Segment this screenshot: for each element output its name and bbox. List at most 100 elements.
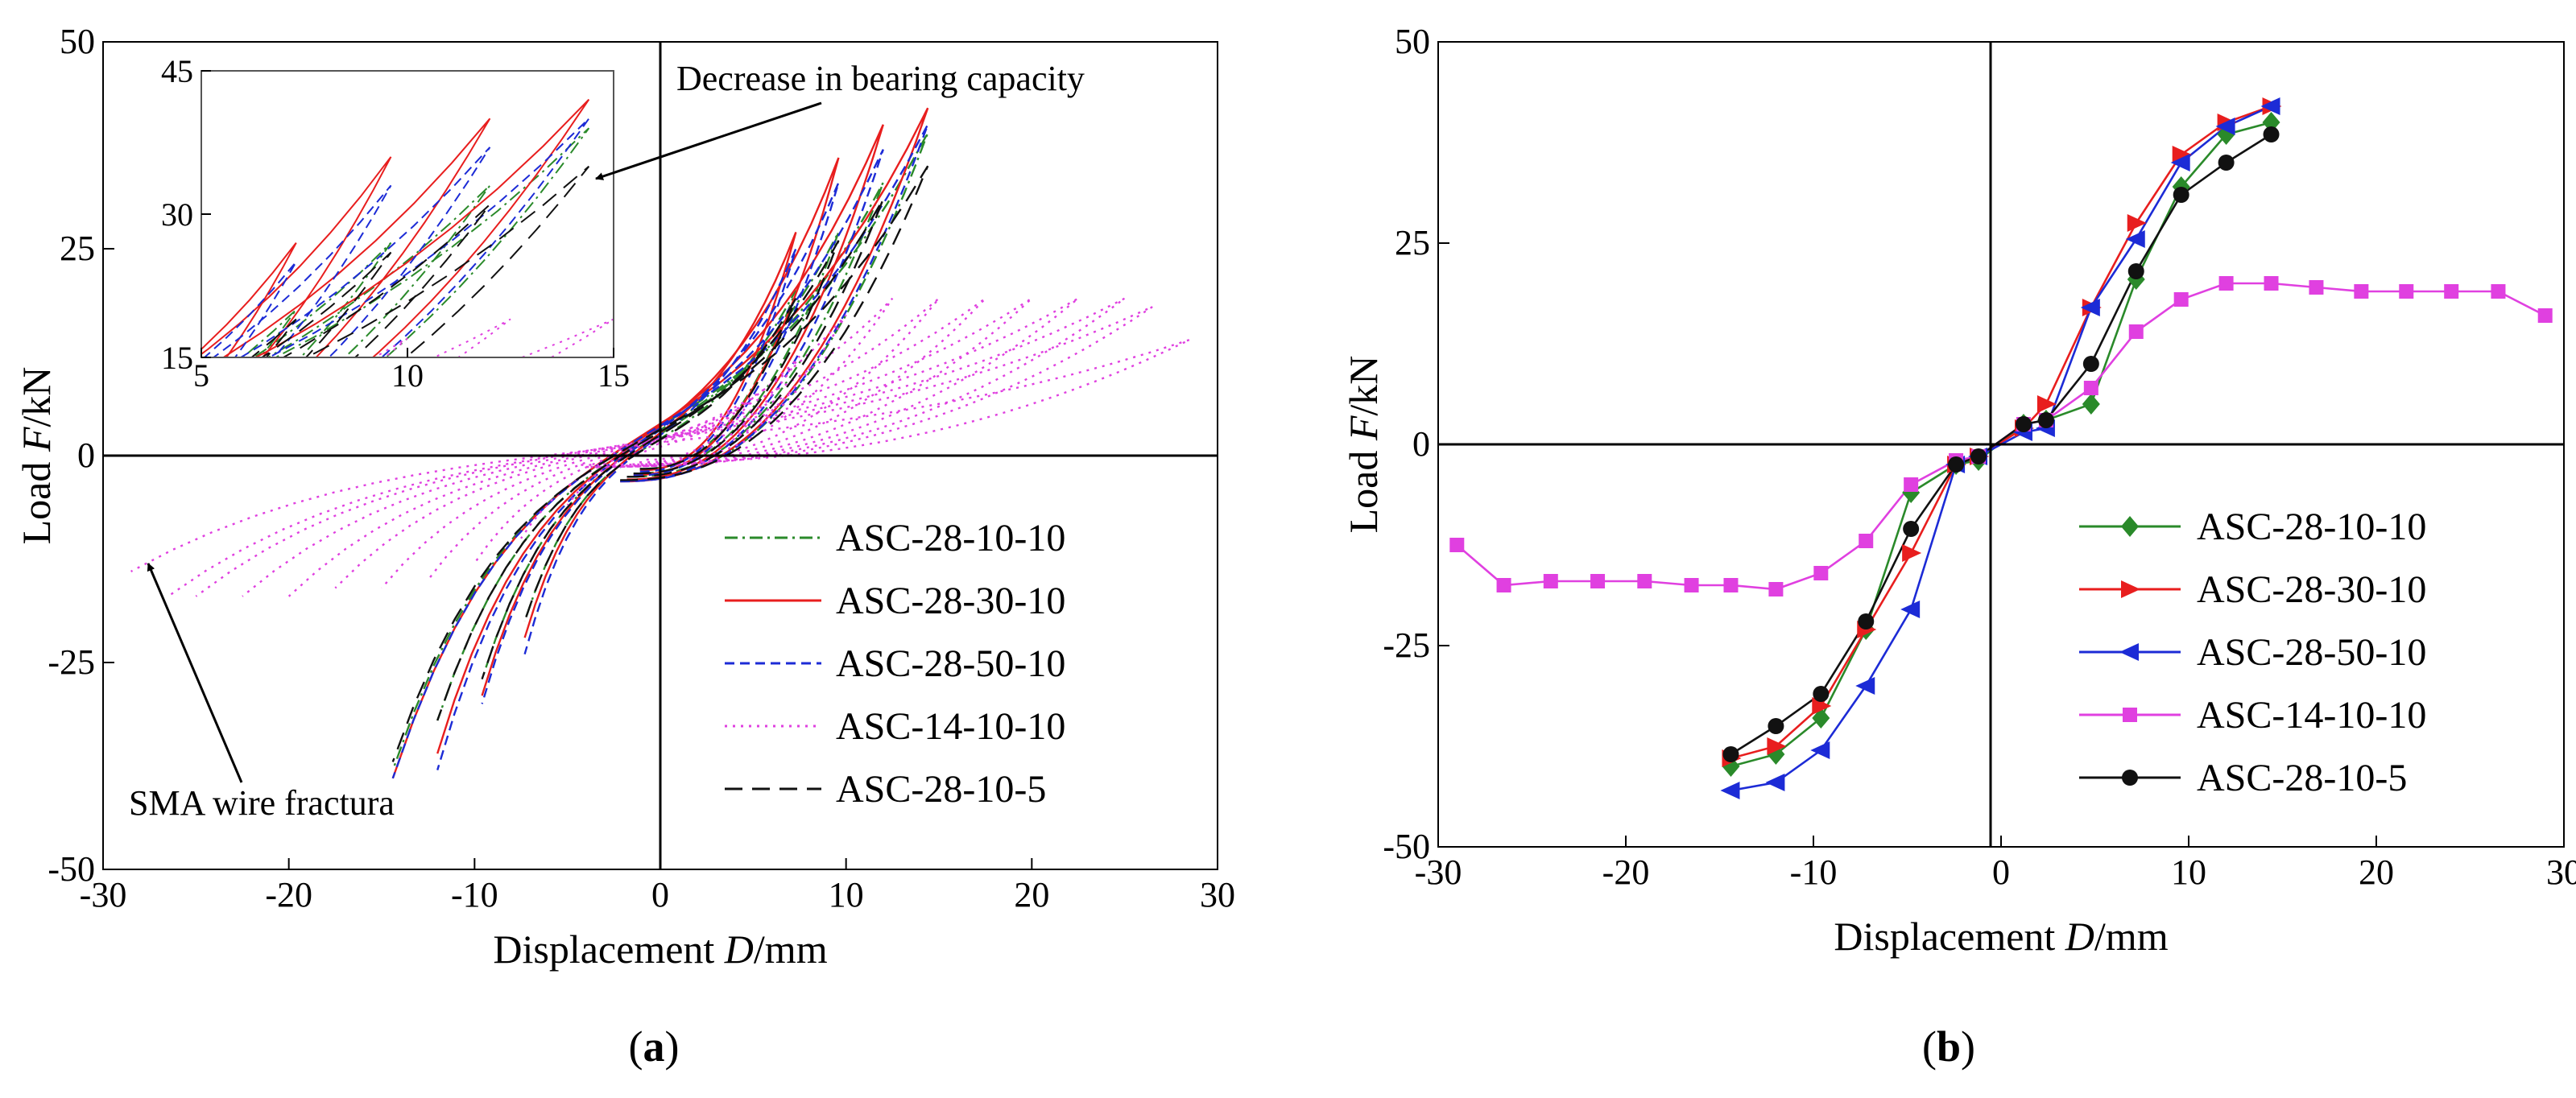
data-point-ASC-28-10-5 xyxy=(1858,613,1875,629)
panel-b: -30 -20 -10 0 10 20 30 -50 -25 0 25 50 ASC-28-10-10… xyxy=(1341,22,2576,1071)
panel-a-label-close: ) xyxy=(665,1022,680,1071)
annotation-sma-arrow xyxy=(147,563,243,783)
data-point-ASC-28-50-10 xyxy=(1810,741,1830,759)
data-point-ASC-14-10-10 xyxy=(2491,284,2506,299)
inset-loop-ASC-14-10-10 xyxy=(432,318,511,357)
panel-b-ticks: -30 -20 -10 0 10 20 30 -50 -25 0 25 50 xyxy=(1383,22,2576,892)
data-point-ASC-14-10-10 xyxy=(1449,538,1465,552)
legend-label: ASC-28-10-5 xyxy=(2197,757,2407,799)
data-point-ASC-28-50-10 xyxy=(2170,154,2190,171)
panel-b-y-tick-label: -25 xyxy=(1383,625,1430,665)
panel-a-x-tick-label: 10 xyxy=(829,875,864,914)
inset-loop-ASC-28-10-5 xyxy=(304,165,590,357)
panel-a-y-tick-label: -50 xyxy=(48,849,95,889)
panel-a-ticks: -30 -20 -10 0 10 20 30 -50 -25 0 25 50 xyxy=(48,22,1235,914)
data-point-ASC-28-10-5 xyxy=(2082,356,2099,372)
inset-x-tick-label: 5 xyxy=(193,357,209,394)
panel-b-x-axis-title: Displacement D/mm xyxy=(1834,914,2168,959)
panel-a-x-tick-label: 30 xyxy=(1200,875,1235,914)
data-point-ASC-28-30-10 xyxy=(1812,697,1832,715)
hysteresis-loop-ASC-28-10-5 xyxy=(523,298,797,621)
panel-a-label: (a) xyxy=(629,1022,680,1071)
data-point-ASC-28-30-10 xyxy=(2127,214,2147,232)
legend-label: ASC-28-10-10 xyxy=(2197,506,2426,548)
inset-loop-ASC-14-10-10 xyxy=(519,318,614,357)
hysteresis-loop-ASC-14-10-10 xyxy=(287,297,1033,597)
panel-b-x-tick-label: -10 xyxy=(1790,852,1838,892)
panel-a-x-tick-label: 0 xyxy=(651,875,669,914)
data-point-ASC-28-50-10 xyxy=(2215,118,2235,135)
panel-a-y-tick-label: 0 xyxy=(77,435,95,475)
inset-x-tick-label: 10 xyxy=(391,357,424,394)
panel-a-x-axis-title: Displacement D/mm xyxy=(493,927,827,972)
data-point-ASC-14-10-10 xyxy=(2083,381,2098,395)
inset-y-tick-label: 30 xyxy=(161,196,193,233)
annotation-decrease-bearing: Decrease in bearing capacity xyxy=(676,59,1085,98)
panel-b-label-letter: b xyxy=(1937,1022,1961,1071)
panel-b-label-open: ( xyxy=(1922,1022,1937,1071)
panel-b-ylabel-unit: /kN xyxy=(1341,356,1386,416)
data-point-ASC-28-50-10 xyxy=(2260,97,2280,115)
panel-b-xlabel-unit: /mm xyxy=(2094,914,2169,959)
panel-b-x-tick-label: -30 xyxy=(1415,852,1462,892)
panel-a-y-tick-label: 25 xyxy=(60,229,95,268)
data-point-ASC-14-10-10 xyxy=(2354,284,2369,299)
data-point-ASC-28-30-10 xyxy=(1902,544,1922,562)
data-point-ASC-14-10-10 xyxy=(1496,578,1511,592)
hysteresis-loop-ASC-14-10-10 xyxy=(520,355,801,539)
inset-loop-ASC-28-10-10 xyxy=(274,127,590,357)
legend-label: ASC-14-10-10 xyxy=(836,705,1065,748)
data-point-ASC-14-10-10 xyxy=(1768,582,1784,596)
legend-label: ASC-28-50-10 xyxy=(836,642,1065,685)
annotation-decrease-arrow xyxy=(595,101,822,180)
data-point-ASC-14-10-10 xyxy=(2444,284,2459,299)
inset-y-tick-label: 15 xyxy=(161,340,193,376)
panel-a-xlabel-prefix: Displacement xyxy=(493,927,724,972)
inset-loop-ASC-28-50-10 xyxy=(239,147,491,357)
legend-label: ASC-28-10-5 xyxy=(836,768,1046,811)
panel-b-ylabel-variable: F xyxy=(1341,415,1386,441)
panel-b-x-tick-label: 20 xyxy=(2359,852,2394,892)
data-point-ASC-28-50-10 xyxy=(1855,677,1875,695)
panel-b-label-close: ) xyxy=(1961,1022,1975,1071)
hysteresis-loop-ASC-28-10-5 xyxy=(391,165,929,762)
data-point-ASC-14-10-10 xyxy=(2537,308,2553,323)
data-point-ASC-28-10-5 xyxy=(1722,746,1739,762)
panel-b-x-tick-label: -20 xyxy=(1602,852,1650,892)
panel-a-legend: ASC-28-10-10 ASC-28-30-10 ASC-28-50-10 ASC-… xyxy=(725,517,1065,811)
inset-loop-ASC-28-10-10 xyxy=(252,241,392,357)
panel-b-y-tick-label: 0 xyxy=(1412,424,1430,464)
data-point-ASC-28-30-10 xyxy=(2172,146,2192,163)
inset-loop-ASC-28-50-10 xyxy=(212,184,392,357)
panel-a-x-tick-label: -10 xyxy=(451,875,498,914)
legend-marker-ASC-28-10-10 xyxy=(2121,516,2139,537)
panel-a-y-axis-title: Load F/kN xyxy=(14,367,59,545)
panel-a-ylabel-variable: F xyxy=(14,427,59,452)
panel-b-xlabel-prefix: Displacement xyxy=(1834,914,2065,959)
data-point-ASC-28-50-10 xyxy=(1720,782,1740,799)
data-point-ASC-28-30-10 xyxy=(2036,395,2057,413)
panel-b-x-tick-label: 10 xyxy=(2171,852,2206,892)
data-point-ASC-14-10-10 xyxy=(1590,574,1606,588)
panel-b-xlabel-variable: D xyxy=(2065,914,2094,959)
data-point-ASC-28-10-5 xyxy=(1970,448,1987,464)
data-point-ASC-14-10-10 xyxy=(2399,284,2414,299)
inset-loop-ASC-28-10-5 xyxy=(260,251,392,357)
panel-a-y-tick-label: -25 xyxy=(48,642,95,682)
data-point-ASC-14-10-10 xyxy=(1859,534,1874,548)
panel-b-y-axis-title: Load F/kN xyxy=(1341,356,1386,534)
inset-loop-ASC-28-30-10 xyxy=(201,156,392,357)
hysteresis-loop-ASC-14-10-10 xyxy=(473,314,847,564)
data-point-ASC-14-10-10 xyxy=(2264,276,2279,291)
legend-marker-ASC-28-10-5 xyxy=(2122,770,2138,786)
panel-a-y-tick-label: 50 xyxy=(60,22,95,61)
inset-loop-ASC-28-30-10 xyxy=(254,98,590,357)
panel-b-markers xyxy=(1449,97,2553,799)
panel-a-x-tick-label: -20 xyxy=(265,875,312,914)
data-point-ASC-14-10-10 xyxy=(1684,578,1699,592)
panel-a-label-open: ( xyxy=(629,1022,643,1071)
inset-background xyxy=(201,71,614,357)
data-point-ASC-28-10-5 xyxy=(2218,155,2235,171)
